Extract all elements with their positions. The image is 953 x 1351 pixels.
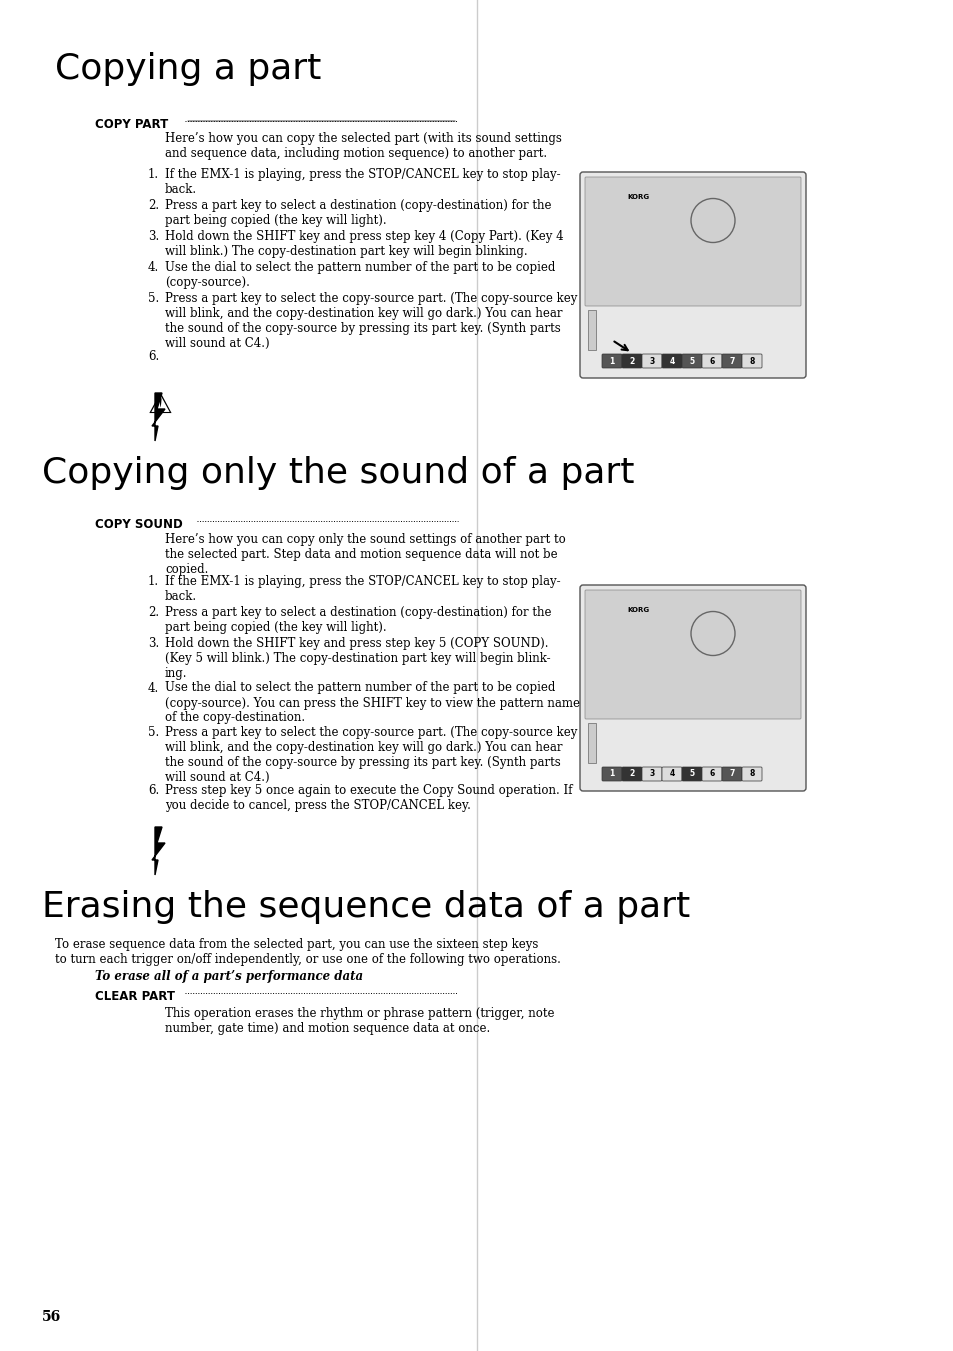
Text: 5: 5	[689, 770, 694, 778]
Text: Use the dial to select the pattern number of the part to be copied
(copy-source): Use the dial to select the pattern numbe…	[165, 681, 579, 724]
Text: 2: 2	[629, 770, 634, 778]
Text: 4.: 4.	[148, 681, 159, 694]
Text: Copying a part: Copying a part	[55, 51, 321, 86]
Text: 8: 8	[748, 357, 754, 366]
Text: 3: 3	[649, 770, 654, 778]
Text: 3.: 3.	[148, 638, 159, 650]
Text: 2: 2	[629, 357, 634, 366]
Text: 3: 3	[649, 357, 654, 366]
Text: 5.: 5.	[148, 725, 159, 739]
FancyBboxPatch shape	[584, 590, 801, 719]
Text: 4.: 4.	[148, 261, 159, 274]
Text: 1.: 1.	[148, 168, 159, 181]
Text: 56: 56	[42, 1310, 61, 1324]
Text: 7: 7	[728, 770, 734, 778]
Text: Use the dial to select the pattern number of the part to be copied
(copy-source): Use the dial to select the pattern numbe…	[165, 261, 555, 289]
Text: COPY PART: COPY PART	[95, 118, 168, 131]
Text: 4: 4	[669, 770, 674, 778]
Text: COPY SOUND: COPY SOUND	[95, 517, 183, 531]
Text: This operation erases the rhythm or phrase pattern (trigger, note
number, gate t: This operation erases the rhythm or phra…	[165, 1006, 554, 1035]
FancyBboxPatch shape	[641, 767, 661, 781]
Text: Hold down the SHIFT key and press step key 5 (COPY SOUND).
(Key 5 will blink.) T: Hold down the SHIFT key and press step k…	[165, 638, 550, 680]
Text: Here’s how you can copy only the sound settings of another part to
the selected : Here’s how you can copy only the sound s…	[165, 534, 565, 576]
FancyBboxPatch shape	[701, 354, 721, 367]
Text: 6.: 6.	[148, 350, 159, 363]
Text: KORG: KORG	[626, 607, 648, 612]
Text: Hold down the SHIFT key and press step key 4 (Copy Part). (Key 4
will blink.) Th: Hold down the SHIFT key and press step k…	[165, 230, 563, 258]
Text: To erase all of a part’s performance data: To erase all of a part’s performance dat…	[95, 970, 363, 984]
Text: Erasing the sequence data of a part: Erasing the sequence data of a part	[42, 890, 690, 924]
FancyBboxPatch shape	[641, 354, 661, 367]
Text: 2.: 2.	[148, 607, 159, 619]
FancyBboxPatch shape	[721, 767, 741, 781]
Text: Copying only the sound of a part: Copying only the sound of a part	[42, 457, 634, 490]
Text: 1: 1	[609, 770, 614, 778]
FancyBboxPatch shape	[741, 767, 761, 781]
Text: Press a part key to select a destination (copy-destination) for the
part being c: Press a part key to select a destination…	[165, 607, 551, 634]
Text: 1.: 1.	[148, 576, 159, 588]
Text: Press a part key to select a destination (copy-destination) for the
part being c: Press a part key to select a destination…	[165, 199, 551, 227]
Text: ⚠: ⚠	[148, 390, 172, 419]
Text: 6.: 6.	[148, 784, 159, 797]
FancyBboxPatch shape	[661, 354, 681, 367]
Text: 5: 5	[689, 357, 694, 366]
FancyBboxPatch shape	[584, 177, 801, 305]
Text: If the EMX-1 is playing, press the STOP/CANCEL key to stop play-
back.: If the EMX-1 is playing, press the STOP/…	[165, 576, 560, 603]
Text: Press step key 5 once again to execute the Copy Sound operation. If
you decide t: Press step key 5 once again to execute t…	[165, 784, 572, 812]
FancyBboxPatch shape	[701, 767, 721, 781]
Text: KORG: KORG	[626, 193, 648, 200]
Polygon shape	[152, 393, 165, 440]
Text: To erase sequence data from the selected part, you can use the sixteen step keys: To erase sequence data from the selected…	[55, 938, 560, 966]
FancyBboxPatch shape	[621, 354, 641, 367]
Text: 3.: 3.	[148, 230, 159, 243]
Text: 5.: 5.	[148, 292, 159, 305]
Bar	[587, 309, 596, 350]
Text: 4: 4	[669, 357, 674, 366]
Text: 2.: 2.	[148, 199, 159, 212]
Text: Press a part key to select the copy-source part. (The copy-source key
will blink: Press a part key to select the copy-sour…	[165, 725, 577, 784]
FancyBboxPatch shape	[579, 172, 805, 378]
FancyBboxPatch shape	[601, 767, 621, 781]
FancyBboxPatch shape	[681, 354, 701, 367]
Bar	[587, 723, 596, 763]
Polygon shape	[152, 827, 165, 875]
FancyBboxPatch shape	[601, 354, 621, 367]
FancyBboxPatch shape	[721, 354, 741, 367]
Text: 1: 1	[609, 357, 614, 366]
Text: 6: 6	[709, 357, 714, 366]
FancyBboxPatch shape	[741, 354, 761, 367]
FancyBboxPatch shape	[661, 767, 681, 781]
FancyBboxPatch shape	[579, 585, 805, 790]
FancyBboxPatch shape	[621, 767, 641, 781]
Text: CLEAR PART: CLEAR PART	[95, 990, 174, 1002]
Text: Press a part key to select the copy-source part. (The copy-source key
will blink: Press a part key to select the copy-sour…	[165, 292, 577, 350]
Text: If the EMX-1 is playing, press the STOP/CANCEL key to stop play-
back.: If the EMX-1 is playing, press the STOP/…	[165, 168, 560, 196]
Text: 6: 6	[709, 770, 714, 778]
FancyBboxPatch shape	[681, 767, 701, 781]
Text: 7: 7	[728, 357, 734, 366]
Text: 8: 8	[748, 770, 754, 778]
Text: Here’s how you can copy the selected part (with its sound settings
and sequence : Here’s how you can copy the selected par…	[165, 132, 561, 159]
